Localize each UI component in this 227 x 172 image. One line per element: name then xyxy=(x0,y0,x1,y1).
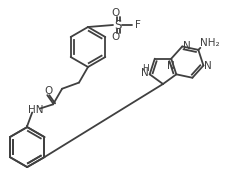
Text: HN: HN xyxy=(28,105,44,115)
Text: O: O xyxy=(111,8,120,18)
Text: N: N xyxy=(183,41,190,51)
Text: O: O xyxy=(111,32,120,42)
Text: S: S xyxy=(114,19,121,31)
Text: N: N xyxy=(167,61,174,71)
Text: NH₂: NH₂ xyxy=(200,38,219,48)
Text: F: F xyxy=(134,20,140,30)
Text: N: N xyxy=(140,68,148,78)
Text: O: O xyxy=(44,86,52,96)
Text: N: N xyxy=(204,61,211,71)
Text: H: H xyxy=(141,64,148,73)
